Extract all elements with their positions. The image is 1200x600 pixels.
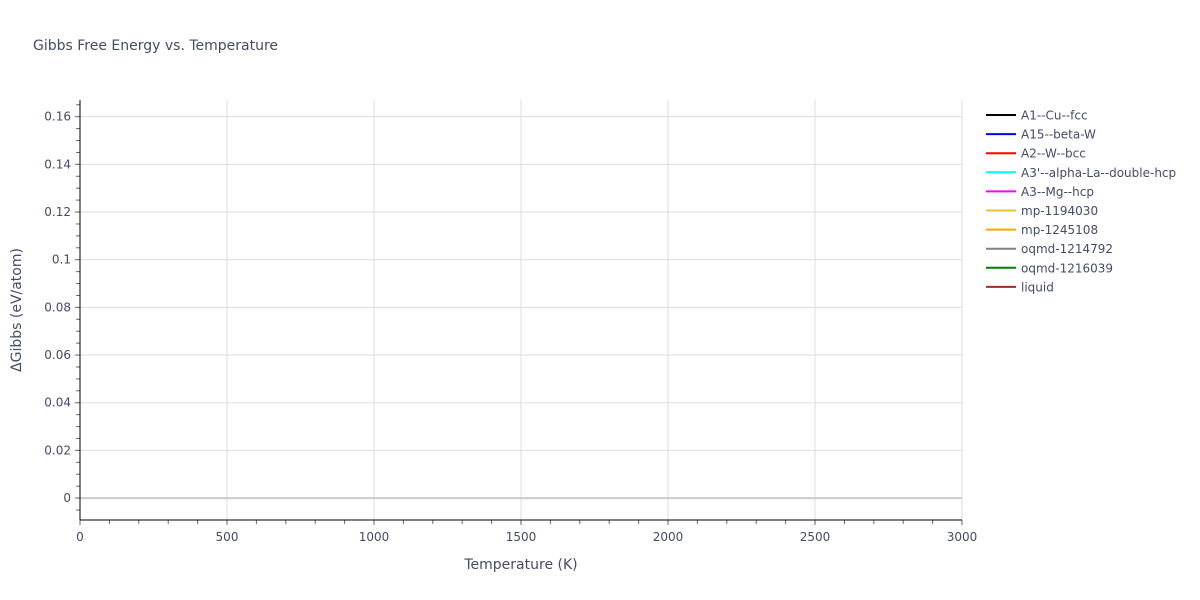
- legend-item[interactable]: mp-1194030: [986, 204, 1098, 218]
- x-tick-label: 500: [216, 530, 239, 544]
- legend-item[interactable]: A2--W--bcc: [986, 147, 1086, 161]
- legend-label: A3--Mg--hcp: [1021, 185, 1094, 199]
- legend-item[interactable]: A3'--alpha-La--double-hcp: [986, 166, 1176, 180]
- y-tick-label: 0.02: [44, 443, 71, 457]
- y-axis-label: ΔGibbs (eV/atom): [9, 248, 25, 372]
- legend-item[interactable]: A3--Mg--hcp: [986, 185, 1094, 199]
- y-tick-label: 0: [63, 491, 71, 505]
- x-tick-label: 3000: [947, 530, 978, 544]
- legend-item[interactable]: mp-1245108: [986, 223, 1098, 237]
- y-tick-label: 0.06: [44, 348, 71, 362]
- legend-item[interactable]: A1--Cu--fcc: [986, 109, 1088, 123]
- legend-label: A15--beta-W: [1021, 128, 1096, 142]
- legend-label: A3'--alpha-La--double-hcp: [1021, 166, 1176, 180]
- legend-label: oqmd-1216039: [1021, 261, 1113, 275]
- y-tick-label: 0.04: [44, 396, 71, 410]
- x-tick-label: 0: [76, 530, 84, 544]
- legend-label: liquid: [1021, 280, 1054, 294]
- y-tick-label: 0.14: [44, 157, 71, 171]
- legend-label: A1--Cu--fcc: [1021, 109, 1088, 123]
- y-tick-label: 0.16: [44, 110, 71, 124]
- y-tick-label: 0.12: [44, 205, 71, 219]
- legend-label: mp-1245108: [1021, 223, 1098, 237]
- legend-item[interactable]: A15--beta-W: [986, 128, 1096, 142]
- x-axis-label: Temperature (K): [463, 557, 577, 573]
- y-tick-label: 0.1: [52, 253, 71, 267]
- legend-label: A2--W--bcc: [1021, 147, 1086, 161]
- legend-label: mp-1194030: [1021, 204, 1098, 218]
- legend-label: oqmd-1214792: [1021, 242, 1113, 256]
- legend-item[interactable]: oqmd-1216039: [986, 261, 1113, 275]
- x-tick-label: 1500: [506, 530, 537, 544]
- x-tick-label: 2500: [800, 530, 831, 544]
- x-tick-label: 1000: [359, 530, 390, 544]
- legend-item[interactable]: oqmd-1214792: [986, 242, 1113, 256]
- x-tick-label: 2000: [653, 530, 684, 544]
- chart-title: Gibbs Free Energy vs. Temperature: [33, 38, 278, 54]
- y-tick-label: 0.08: [44, 300, 71, 314]
- legend-item[interactable]: liquid: [986, 280, 1054, 294]
